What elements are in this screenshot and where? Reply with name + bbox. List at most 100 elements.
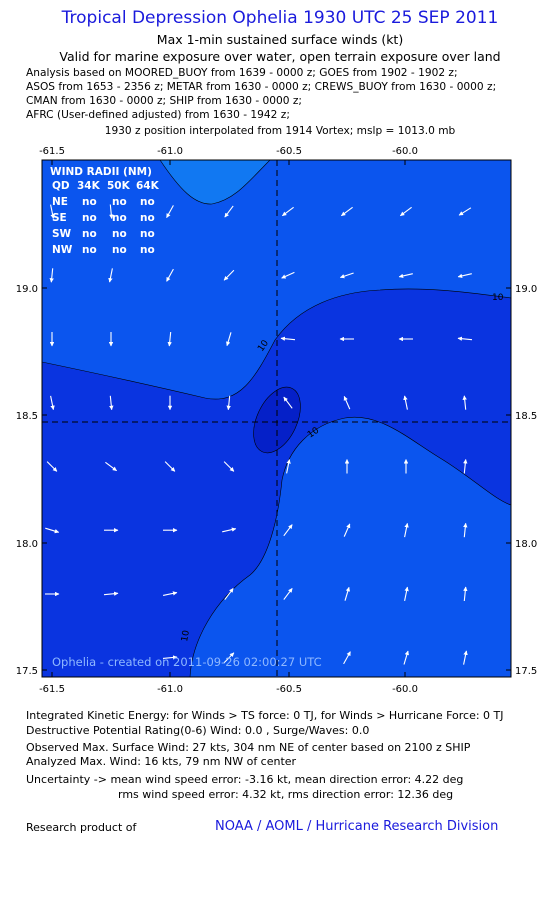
x-tick-top-0: -61.5 [39, 146, 65, 157]
x-axis-top: -61.5 -61.0 -60.5 -60.0 [39, 146, 418, 157]
x-tick-bottom-0: -61.5 [39, 684, 65, 695]
plot-frame [41, 159, 512, 678]
wind-radii-ne: NE [52, 196, 68, 208]
wind-radii-sw: SW [52, 228, 72, 240]
wind-arrow [223, 269, 235, 281]
wind-arrow [463, 459, 468, 474]
wind-radii-se-64k: no [140, 212, 155, 224]
wind-radii-sw-50k: no [112, 228, 127, 240]
x-tick-bottom-2: -60.5 [276, 684, 302, 695]
wind-arrow [339, 272, 354, 279]
wind-arrow [343, 395, 351, 410]
wind-arrow [458, 207, 472, 216]
subtitle-exposure: Valid for marine exposure over water, op… [59, 49, 501, 64]
wind-arrow [457, 273, 472, 279]
y-tick-left-2: 18.0 [16, 539, 38, 550]
wind-arrow [50, 395, 55, 411]
wind-arrow [223, 652, 235, 664]
wind-arrow [403, 650, 409, 665]
wind-arrow [224, 588, 234, 600]
x-tick-top-2: -60.5 [276, 146, 302, 157]
uncertainty-line-2: rms wind speed error: 4.32 kt, rms direc… [118, 788, 454, 801]
wind-arrow [398, 273, 413, 279]
wind-field-chart: 10 10 10 10 WIND RADII (NM) QD 34K 50K 6… [16, 146, 538, 695]
contour-label-east: 10 [492, 293, 504, 303]
wind-arrow [283, 524, 293, 537]
y-tick-left-3: 17.5 [16, 666, 38, 677]
wind-arrow [404, 522, 409, 538]
wind-arrow [226, 332, 232, 347]
wind-arrow [283, 396, 293, 409]
wind-radii-table: WIND RADII (NM) QD 34K 50K 64K NE no no … [50, 166, 160, 256]
wind-arrow [223, 461, 235, 472]
contour-label-south: 10 [180, 629, 192, 642]
wind-arrow [108, 268, 113, 283]
x-tick-top-3: -60.0 [392, 146, 418, 157]
analysis-line-3: CMAN from 1630 - 0000 z; SHIP from 1630 … [26, 95, 303, 107]
wind-arrow [463, 650, 468, 665]
created-label: Ophelia - created on 2011-09-26 02:00:27… [52, 655, 322, 669]
wind-arrow [457, 336, 473, 341]
wind-arrow [341, 206, 353, 217]
wind-arrow [282, 206, 294, 217]
hrd-link[interactable]: NOAA / AOML / Hurricane Research Divisio… [215, 819, 499, 834]
wind-radii-sw-34k: no [82, 228, 97, 240]
wind-radii-ne-64k: no [140, 196, 155, 208]
wind-arrow [45, 527, 60, 534]
wind-radii-sw-64k: no [140, 228, 155, 240]
wind-arrow [224, 205, 234, 218]
ike-line: Integrated Kinetic Energy: for Winds > T… [26, 709, 504, 722]
region-mid-southeast [190, 417, 511, 677]
contour-center [253, 386, 301, 454]
wind-arrow [109, 204, 114, 219]
wind-radii-ne-34k: no [82, 196, 97, 208]
observed-max-line: Observed Max. Surface Wind: 27 kts, 304 … [26, 741, 471, 754]
wind-radii-nw-64k: no [140, 244, 155, 256]
wind-radii-title: WIND RADII (NM) [50, 166, 152, 178]
wind-arrow [344, 586, 350, 601]
x-tick-bottom-1: -61.0 [157, 684, 183, 695]
wind-arrow [280, 336, 296, 341]
uncertainty-line-1: Uncertainty -> mean wind speed error: -3… [26, 773, 464, 786]
position-note: 1930 z position interpolated from 1914 V… [104, 125, 456, 137]
x-tick-top-1: -61.0 [157, 146, 183, 157]
wind-arrow [167, 331, 172, 347]
wind-arrow [226, 395, 231, 411]
y-tick-right-3: 17.5 [515, 666, 537, 677]
wind-arrow [222, 527, 237, 533]
x-tick-bottom-3: -60.0 [392, 684, 418, 695]
analysis-line-2: ASOS from 1653 - 2356 z; METAR from 1630… [26, 81, 497, 93]
wind-arrow [46, 461, 58, 472]
wind-arrow [463, 586, 468, 602]
x-axis-bottom: -61.5 -61.0 -60.5 -60.0 [39, 684, 418, 695]
wind-arrow [162, 591, 178, 596]
wind-arrow [103, 591, 119, 596]
y-tick-right-1: 18.5 [515, 411, 537, 422]
wind-arrow [164, 461, 176, 472]
wind-radii-se-50k: no [112, 212, 127, 224]
wind-radii-ne-50k: no [112, 196, 127, 208]
wind-arrow [462, 395, 467, 410]
wind-arrow [162, 655, 178, 660]
y-tick-left-1: 18.5 [16, 411, 38, 422]
wind-radii-header-qd: QD [52, 180, 70, 192]
wind-radii-se-34k: no [82, 212, 97, 224]
wind-arrow [166, 268, 174, 282]
wind-arrow [105, 461, 117, 472]
y-tick-right-0: 19.0 [515, 284, 537, 295]
analyzed-max-line: Analyzed Max. Wind: 16 kts, 79 nm NW of … [26, 755, 297, 768]
wind-radii-header-34k: 34K [77, 180, 101, 192]
wind-radii-header-64k: 64K [136, 180, 160, 192]
region-light-top [160, 160, 270, 205]
wind-arrow [403, 395, 408, 410]
y-tick-left-0: 19.0 [16, 284, 38, 295]
y-tick-right-2: 18.0 [515, 539, 537, 550]
analysis-line-4: AFRC (User-defined adjusted) from 1630 -… [26, 109, 290, 121]
contour-top [159, 160, 271, 205]
y-axis-right: 19.0 18.5 18.0 17.5 [515, 284, 537, 677]
wind-arrow [286, 459, 291, 474]
wind-arrow [343, 523, 351, 537]
wind-arrow [109, 395, 114, 411]
tick-marks [42, 160, 511, 677]
wind-radii-header-50k: 50K [107, 180, 131, 192]
